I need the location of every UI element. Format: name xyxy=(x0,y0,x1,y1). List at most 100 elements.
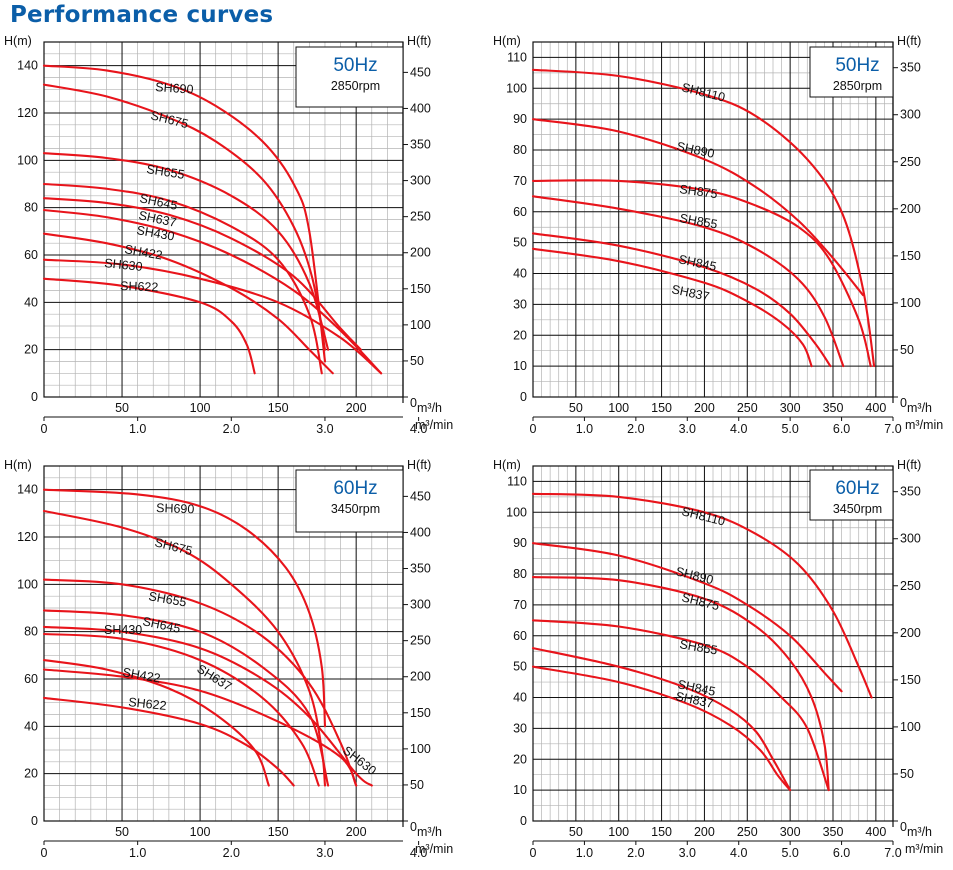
x2-tick-label: 7.0 xyxy=(884,846,901,860)
curve-sh890 xyxy=(531,118,865,297)
x-tick-label: 100 xyxy=(608,401,629,415)
x2-tick-label: 3.0 xyxy=(316,422,333,436)
curve-sh655 xyxy=(42,578,358,787)
curve-sh8110 xyxy=(531,68,876,368)
y2-tick-label: 300 xyxy=(900,532,921,546)
ylabel-left: H(m) xyxy=(4,458,32,472)
curve-label-sh690: SH690 xyxy=(155,80,194,97)
y-tick-label: 50 xyxy=(513,236,527,250)
y2-tick-label: 50 xyxy=(410,778,424,792)
y-tick-label: 20 xyxy=(24,767,38,781)
x2-tick-label: 6.0 xyxy=(833,422,850,436)
chart-body: 0 10 20 30 40 50 60 70 80 90 100 110 0 50 100 150 200 250… xyxy=(493,34,943,436)
x-tick-label: 50 xyxy=(569,825,583,839)
x2-tick-label: 4.0 xyxy=(410,846,427,860)
curve-sh675 xyxy=(42,509,327,787)
y-tick-label: 70 xyxy=(513,598,527,612)
y2-tick-label: 300 xyxy=(410,174,431,188)
y-tick-label: 70 xyxy=(513,174,527,188)
x2-tick-label: 2.0 xyxy=(223,422,240,436)
x2-tick-label: 6.0 xyxy=(833,846,850,860)
y2-tick-label: 0 xyxy=(410,820,417,834)
y2-tick-label: 450 xyxy=(410,489,431,503)
y2-tick-label: 0 xyxy=(410,396,417,410)
y2-tick-label: 350 xyxy=(410,562,431,576)
x2-tick-label: 2.0 xyxy=(223,846,240,860)
x-tick-label: 150 xyxy=(268,401,289,415)
curve-label-sh855: SH855 xyxy=(678,211,718,231)
x-tick-label: 200 xyxy=(694,825,715,839)
y-tick-label: 90 xyxy=(513,536,527,550)
frequency-label: 60Hz xyxy=(333,478,377,499)
chart-body: 0 10 20 30 40 50 60 70 80 90 100 110 0 50 100 150 200 250… xyxy=(493,458,943,860)
y-tick-label: 80 xyxy=(24,625,38,639)
y2-tick-label: 100 xyxy=(900,296,921,310)
curve-sh845 xyxy=(531,647,792,792)
y2-tick-label: 150 xyxy=(900,249,921,263)
y-tick-label: 100 xyxy=(506,81,527,95)
curve-sh890 xyxy=(531,542,843,693)
x-tick-label: 250 xyxy=(737,825,758,839)
curve-label-sh630: SH630 xyxy=(104,256,144,274)
curve-sh837 xyxy=(531,247,813,368)
xlabel-bottom: m³/min xyxy=(905,418,943,432)
y-tick-label: 20 xyxy=(24,343,38,357)
y2-tick-label: 150 xyxy=(900,673,921,687)
x-tick-label: 50 xyxy=(115,825,129,839)
y-tick-label: 20 xyxy=(513,328,527,342)
y2-tick-label: 350 xyxy=(410,138,431,152)
ylabel-left: H(m) xyxy=(493,34,521,48)
y2-tick-label: 150 xyxy=(410,706,431,720)
minor-grid xyxy=(44,466,403,821)
x-tick-label: 350 xyxy=(823,401,844,415)
x2-tick-label: 1.0 xyxy=(576,422,593,436)
y-tick-label: 50 xyxy=(513,660,527,674)
x2-tick-label: 0 xyxy=(530,422,537,436)
curve-sh845 xyxy=(531,232,832,368)
x2-tick-label: 0 xyxy=(41,846,48,860)
curve-label-sh875: SH875 xyxy=(680,590,721,613)
y-tick-label: 10 xyxy=(513,783,527,797)
y2-tick-label: 250 xyxy=(410,634,431,648)
y-tick-label: 10 xyxy=(513,359,527,373)
y-tick-label: 0 xyxy=(31,390,38,404)
y-tick-label: 140 xyxy=(17,483,38,497)
y-tick-label: 100 xyxy=(506,505,527,519)
curve-sh837 xyxy=(531,665,792,792)
ylabel-right: H(ft) xyxy=(407,34,431,48)
y-tick-label: 40 xyxy=(24,295,38,309)
xlabel-top: m³/h xyxy=(417,825,442,839)
y-tick-label: 20 xyxy=(513,752,527,766)
curve-sh422 xyxy=(42,232,334,375)
x-tick-label: 400 xyxy=(865,401,886,415)
x-tick-label: 150 xyxy=(268,825,289,839)
major-grid xyxy=(533,466,893,821)
y-tick-label: 0 xyxy=(520,390,527,404)
y2-tick-label: 200 xyxy=(900,626,921,640)
curve-sh875 xyxy=(531,179,872,368)
y-tick-label: 30 xyxy=(513,721,527,735)
y2-tick-label: 50 xyxy=(900,343,914,357)
rpm-label: 2850rpm xyxy=(833,79,882,93)
y2-tick-label: 250 xyxy=(410,210,431,224)
curve-label-sh430: SH430 xyxy=(135,223,175,243)
ylabel-right: H(ft) xyxy=(407,458,431,472)
y2-tick-label: 250 xyxy=(900,579,921,593)
curve-sh645 xyxy=(42,182,323,375)
ylabel-left: H(m) xyxy=(4,34,32,48)
curve-sh655 xyxy=(42,152,330,351)
y2-tick-label: 50 xyxy=(410,354,424,368)
y2-tick-label: 50 xyxy=(900,767,914,781)
x2-tick-label: 4.0 xyxy=(730,846,747,860)
curve-label-sh890: SH890 xyxy=(674,564,715,587)
major-grid xyxy=(44,466,403,821)
y2-tick-label: 200 xyxy=(410,246,431,260)
y-tick-label: 80 xyxy=(513,143,527,157)
y2-tick-label: 350 xyxy=(900,485,921,499)
x2-tick-label: 5.0 xyxy=(781,422,798,436)
curve-label-sh855: SH855 xyxy=(678,637,718,657)
x-tick-label: 200 xyxy=(694,401,715,415)
x-tick-label: 400 xyxy=(865,825,886,839)
